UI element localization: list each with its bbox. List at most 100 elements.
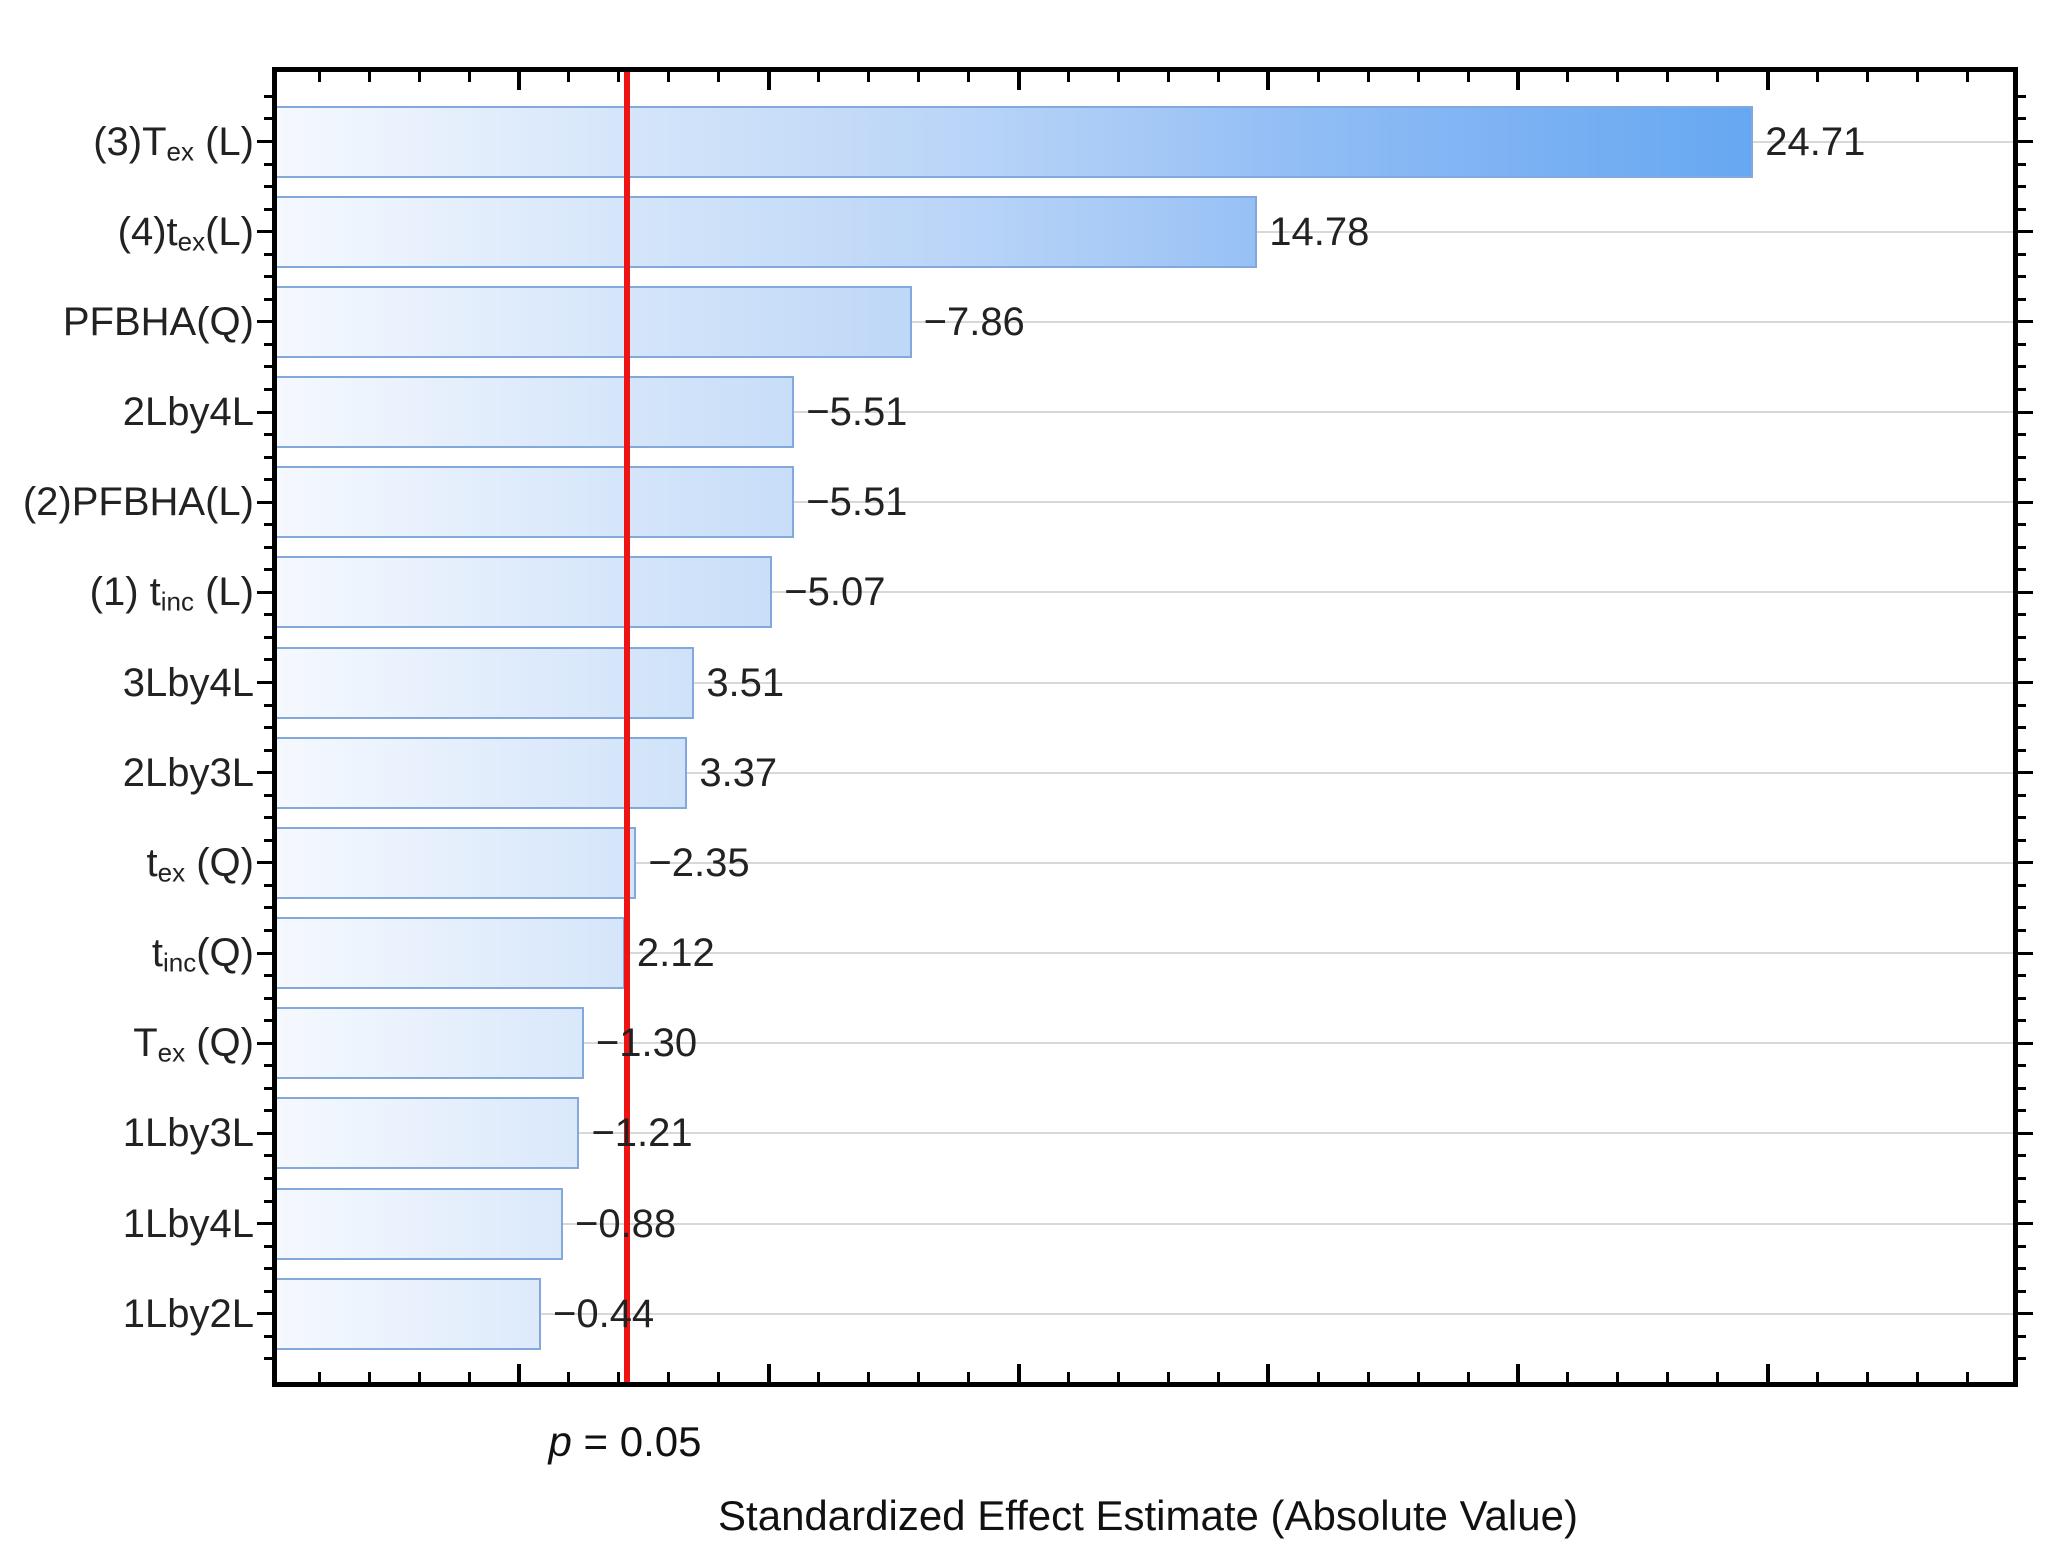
x-axis-tick [1916,72,1920,82]
y-axis-tick [2018,455,2026,459]
category-label: 3Lby4L [0,657,254,709]
gridline [277,1132,2013,1135]
y-axis-tick [2018,1109,2026,1113]
y-axis-tick [257,590,272,594]
y-axis-tick [257,861,272,865]
y-axis-tick [264,365,272,369]
value-label: −7.86 [923,299,1025,344]
y-axis-tick [2018,275,2026,279]
category-label-text: (L) [194,119,254,164]
y-axis-tick [2018,635,2026,639]
y-axis-tick [264,1357,272,1361]
x-axis-tick [1816,72,1820,82]
x-axis-tick [467,1372,471,1382]
category-label: PFBHA(Q) [0,296,254,348]
category-label-text: T [133,1021,158,1066]
y-axis-tick [2018,951,2033,955]
y-axis-tick [2018,117,2026,121]
y-axis-tick [2018,252,2026,256]
y-axis-tick [2018,297,2026,301]
x-axis-tick [1116,1372,1120,1382]
y-axis-tick [264,185,272,189]
category-label: Tex (Q) [0,1017,254,1069]
y-axis-tick [264,117,272,121]
x-axis-tick [1566,1372,1570,1382]
y-axis-tick [264,1289,272,1293]
category-label-text: t [151,931,163,976]
y-axis-tick [2018,816,2026,820]
x-axis-tick [1616,1372,1620,1382]
category-label-text: t [146,840,158,885]
y-axis-tick [2018,1176,2026,1180]
x-axis-tick [917,1372,921,1382]
x-axis-tick [1966,72,1970,82]
category-label: 1Lby4L [0,1198,254,1250]
y-axis-tick [264,1086,272,1090]
y-axis-tick [264,1109,272,1113]
value-label: −2.35 [648,840,750,885]
category-label-subscript: ex [166,136,194,167]
x-axis-tick [1116,72,1120,82]
x-axis-tick [1066,72,1070,82]
y-axis-tick [264,162,272,166]
y-axis-tick [264,94,272,98]
category-label-subscript: inc [162,947,197,978]
value-label: 24.71 [1765,119,1866,164]
x-axis-tick [1216,72,1220,82]
x-axis-tick [1416,72,1420,82]
x-axis-tick [1166,1372,1170,1382]
x-axis-tick [1816,1372,1820,1382]
category-label: 1Lby2L [0,1288,254,1340]
x-axis-tick [567,72,571,82]
y-axis-tick [2018,94,2026,98]
gridline [277,771,2013,774]
x-axis-tick [1666,72,1670,82]
category-label-text: (L) [205,209,254,254]
category-label-text: (Q) [185,840,254,885]
y-axis-tick [2018,748,2026,752]
y-axis-tick [264,252,272,256]
x-axis-tick [367,1372,371,1382]
y-axis-tick [264,207,272,211]
y-axis-tick [264,545,272,549]
x-axis-tick [1316,1372,1320,1382]
category-label-text: PFBHA(Q) [62,299,254,344]
y-axis-tick [264,478,272,482]
category-label: 2Lby3L [0,747,254,799]
y-axis-tick [2018,1199,2026,1203]
category-label-text: (L) [194,570,254,615]
y-axis-tick [2018,1244,2026,1248]
bar [277,826,637,899]
y-axis-tick [2018,1312,2033,1316]
x-axis-tick [817,1372,821,1382]
y-axis-tick [264,275,272,279]
x-axis-tick [917,72,921,82]
x-axis-tick [1866,1372,1870,1382]
x-axis-tick [1016,72,1021,90]
y-axis-tick [264,523,272,527]
bar [277,1187,563,1260]
x-axis-tick [717,1372,721,1382]
x-axis-tick [617,72,621,82]
y-axis-tick [2018,726,2026,730]
x-axis-tick [1716,1372,1720,1382]
category-label: (4)tex(L) [0,206,254,258]
y-axis-tick [264,1199,272,1203]
significance-label: p = 0.05 [425,1418,825,1466]
x-axis-tick [517,1364,521,1382]
category-label-text: 2Lby4L [122,390,254,434]
x-axis-tick [1166,72,1170,82]
gridline [277,501,2013,504]
category-label-text: 1Lby3L [122,1111,254,1156]
y-axis-tick [257,500,272,504]
value-label: −0.88 [574,1201,677,1246]
category-label-text: (Q) [185,1021,254,1066]
x-axis-tick [1765,1364,1770,1382]
y-axis-tick [264,1154,272,1158]
value-label: −5.51 [806,390,908,434]
y-axis-tick [264,974,272,978]
y-axis-tick [2018,1154,2026,1158]
y-axis-tick [264,793,272,797]
category-label: (2)PFBHA(L) [0,476,254,528]
